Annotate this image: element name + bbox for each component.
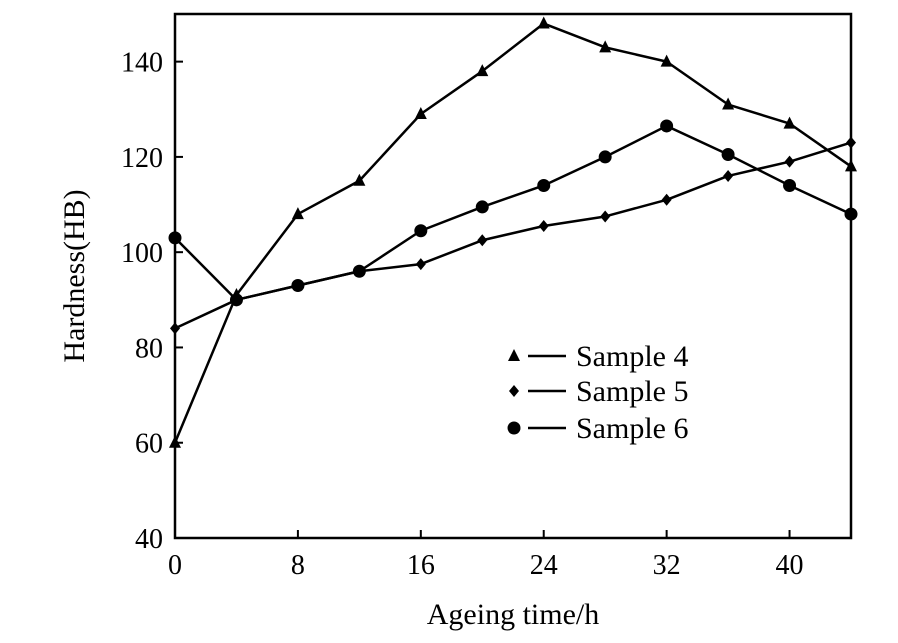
x-axis-ticks: 0 8 16 24 32 40	[168, 530, 804, 581]
data-point	[600, 210, 611, 223]
data-point	[291, 279, 305, 293]
legend-marker	[507, 421, 521, 435]
data-point	[783, 178, 797, 192]
x-tick-label: 8	[291, 550, 305, 581]
y-tick-label: 80	[135, 333, 163, 364]
y-axis-label: Hardness(HB)	[58, 189, 91, 362]
data-point	[476, 64, 489, 77]
data-point	[415, 258, 426, 271]
data-point	[291, 207, 304, 220]
data-point	[721, 148, 735, 162]
data-point	[846, 136, 856, 149]
data-point	[168, 231, 182, 245]
data-point	[783, 116, 796, 129]
data-point	[598, 150, 612, 164]
legend-marker	[509, 385, 519, 397]
y-tick-label: 60	[135, 429, 163, 460]
data-point	[229, 293, 243, 307]
data-point	[660, 119, 674, 133]
x-tick-label: 32	[653, 550, 681, 581]
series-layer	[168, 16, 858, 448]
series-line	[173, 22, 852, 444]
data-point	[784, 155, 795, 168]
x-axis-label: Ageing time/h	[427, 598, 599, 631]
data-point	[169, 435, 181, 448]
data-point	[722, 97, 735, 110]
data-point	[170, 322, 180, 335]
data-point	[414, 224, 428, 238]
data-point	[475, 200, 489, 214]
data-point	[661, 193, 672, 206]
data-point	[845, 159, 857, 172]
x-tick-label: 24	[530, 550, 558, 581]
legend-label: Sample 4	[576, 340, 689, 373]
legend-item: Sample 6	[507, 412, 689, 445]
data-point	[537, 178, 551, 192]
data-point	[723, 169, 734, 182]
plot-area-frame	[173, 12, 853, 540]
data-point	[538, 219, 549, 232]
legend-marker	[508, 349, 520, 361]
data-point	[414, 107, 427, 120]
legend-item: Sample 5	[509, 375, 689, 408]
data-point	[844, 207, 858, 221]
y-tick-label: 140	[121, 48, 163, 79]
x-tick-label: 16	[407, 550, 435, 581]
data-point	[537, 16, 550, 29]
data-point	[599, 40, 612, 53]
legend-label: Sample 5	[576, 375, 689, 408]
x-tick-label: 40	[776, 550, 804, 581]
y-tick-label: 100	[121, 238, 163, 269]
x-tick-label: 0	[168, 550, 182, 581]
y-tick-label: 40	[135, 524, 163, 555]
data-point	[660, 54, 673, 67]
legend-item: Sample 4	[508, 340, 689, 373]
legend-label: Sample 6	[576, 412, 689, 445]
y-axis-ticks: 40 60 80 100 120 140	[121, 48, 183, 555]
data-point	[353, 173, 366, 186]
data-point	[477, 234, 488, 247]
data-point	[352, 264, 366, 278]
series-3	[168, 119, 858, 307]
series-line	[174, 141, 852, 330]
series-line	[174, 124, 852, 302]
y-tick-label: 120	[121, 143, 163, 174]
